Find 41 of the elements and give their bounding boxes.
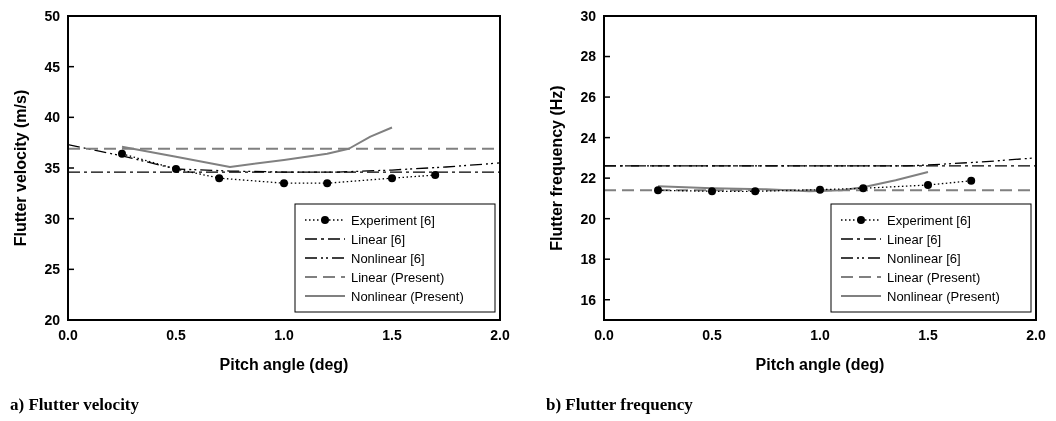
- legend-label: Nonlinear [6]: [887, 250, 961, 266]
- x-tick-label: 1.0: [274, 327, 294, 343]
- x-tick-label: 0.5: [166, 327, 186, 343]
- y-tick-label: 25: [44, 261, 61, 278]
- y-tick-label: 20: [44, 311, 61, 328]
- legend-label: Nonlinear [6]: [351, 250, 425, 266]
- y-tick-label: 24: [580, 129, 597, 146]
- y-tick-label: 30: [44, 210, 61, 227]
- legend-label: Nonlinear (Present): [351, 288, 464, 304]
- y-tick-label: 40: [44, 109, 61, 126]
- y-tick-label: 50: [44, 7, 61, 24]
- y-tick-label: 18: [580, 251, 597, 268]
- legend-label: Linear (Present): [351, 269, 445, 285]
- y-tick-label: 26: [580, 88, 597, 105]
- x-tick-label: 0.0: [58, 327, 78, 343]
- x-tick-label: 1.0: [810, 327, 830, 343]
- y-tick-label: 22: [580, 170, 597, 187]
- y-axis-title: Flutter velocity (m/s): [12, 89, 29, 247]
- text: b) Flutter frequency: [546, 395, 694, 414]
- x-tick-label: 1.5: [918, 327, 938, 343]
- x-tick-label: 1.5: [382, 327, 402, 343]
- x-axis-title: Pitch angle (deg): [219, 356, 349, 373]
- legend-label: Linear [6]: [887, 231, 942, 247]
- y-axis-title: Flutter frequency (Hz): [548, 85, 565, 251]
- x-tick-label: 0.5: [702, 327, 722, 343]
- text: a) Flutter velocity: [10, 395, 140, 414]
- x-tick-label: 0.0: [594, 327, 614, 343]
- legend-label: Linear [6]: [351, 231, 406, 247]
- x-tick-label: 2.0: [1026, 327, 1046, 343]
- y-tick-label: 30: [580, 7, 597, 24]
- x-tick-label: 2.0: [490, 327, 510, 343]
- y-tick-label: 35: [44, 159, 61, 176]
- legend-label: Nonlinear (Present): [887, 288, 1000, 304]
- x-axis-title: Pitch angle (deg): [755, 356, 885, 373]
- y-tick-label: 16: [580, 291, 597, 308]
- y-tick-label: 28: [580, 48, 597, 65]
- legend-label: Experiment [6]: [887, 212, 971, 228]
- y-tick-label: 20: [580, 210, 597, 227]
- legend-label: Experiment [6]: [351, 212, 435, 228]
- legend-label: Linear (Present): [887, 269, 981, 285]
- y-tick-label: 45: [44, 58, 61, 75]
